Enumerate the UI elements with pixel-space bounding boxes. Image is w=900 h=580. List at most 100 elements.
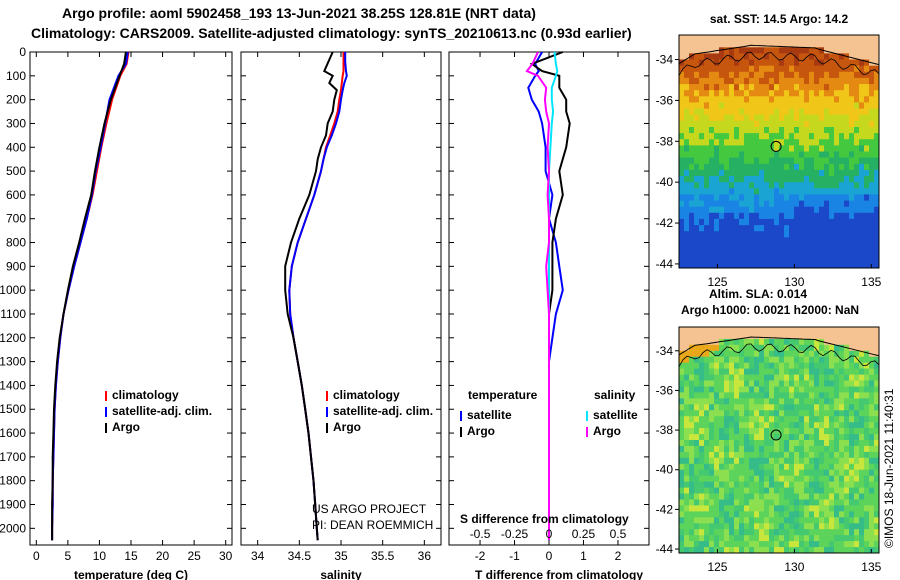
sst_map-cell bbox=[719, 47, 725, 54]
sst_map-cell bbox=[794, 35, 800, 42]
sst_map-cell bbox=[774, 255, 780, 263]
sla_map-cell bbox=[694, 332, 700, 340]
sst_map-cell bbox=[839, 102, 845, 109]
sla_map-cell bbox=[699, 547, 705, 554]
figure-title-line2: Climatology: CARS2009. Satellite-adjuste… bbox=[31, 25, 632, 41]
sst_map-cell bbox=[784, 35, 790, 42]
sst_map-cell bbox=[774, 225, 780, 232]
sst_map-cell bbox=[704, 65, 710, 73]
difference-legend-label: satellite bbox=[593, 408, 638, 422]
sst_map-cell bbox=[844, 108, 850, 116]
sst_map-cell bbox=[689, 261, 695, 269]
sst_map-cell bbox=[779, 41, 785, 48]
sst_map-cell bbox=[699, 243, 705, 251]
sst_map-cell bbox=[869, 133, 875, 140]
sla_map-cell bbox=[714, 422, 720, 429]
sst_map-cell bbox=[719, 212, 725, 220]
sst_map-cell bbox=[849, 194, 855, 201]
sst_map-cell bbox=[829, 47, 835, 54]
sst_map-cell bbox=[679, 77, 685, 85]
sla_map-cell bbox=[704, 380, 710, 387]
sst_map-cell bbox=[809, 47, 815, 54]
sla_map-cell bbox=[814, 416, 820, 423]
sst_map-cell bbox=[769, 182, 775, 189]
sst_map-cell bbox=[859, 102, 865, 109]
sst_map-cell bbox=[769, 84, 775, 91]
sst_map-cell bbox=[694, 206, 700, 214]
sla_map-cell bbox=[769, 499, 775, 506]
sst_map-cell bbox=[784, 47, 790, 54]
sla_map-cell bbox=[814, 338, 820, 346]
sst_map-cell bbox=[739, 59, 745, 67]
sla_map-cell bbox=[679, 511, 685, 518]
sla_map-cell bbox=[824, 428, 830, 435]
sla_map-cell bbox=[709, 422, 715, 429]
sla_map-cell bbox=[714, 362, 720, 370]
sla_map-cell bbox=[679, 481, 685, 488]
sst_map-cell bbox=[724, 212, 730, 220]
sla_map-cell bbox=[814, 410, 820, 417]
sst_map-cell bbox=[709, 35, 715, 42]
sst_map-cell bbox=[794, 47, 800, 54]
sst_map-cell bbox=[759, 163, 765, 171]
sla_map-cell bbox=[794, 327, 800, 334]
sla_map-cell bbox=[744, 505, 750, 512]
salinity-xtick-label: 35 bbox=[334, 549, 348, 563]
sst_map-cell bbox=[799, 114, 805, 122]
sst_map-cell bbox=[789, 182, 795, 189]
sst_map-cell bbox=[749, 188, 755, 195]
sst_map-cell bbox=[694, 218, 700, 226]
temperature-axes-frame bbox=[29, 51, 233, 546]
sla_map-cell bbox=[719, 457, 725, 465]
sla_map-cell bbox=[749, 398, 755, 405]
sst_map-cell bbox=[809, 77, 815, 85]
sla_map-cell bbox=[679, 362, 685, 370]
sla_map-cell bbox=[839, 451, 845, 459]
sla_map-cell bbox=[774, 404, 780, 411]
sla_map-cell bbox=[839, 463, 845, 471]
sst_map-cell bbox=[699, 35, 705, 42]
sla_map-cell bbox=[874, 499, 880, 506]
sst_map-cell bbox=[784, 108, 790, 116]
sst_map-cell bbox=[824, 65, 830, 73]
sst_map-cell bbox=[814, 194, 820, 201]
sla_map-cell bbox=[844, 327, 850, 334]
sla_map-cell bbox=[719, 434, 725, 441]
sst_map-cell bbox=[779, 127, 785, 134]
sla_map-cell bbox=[779, 463, 785, 471]
sla-map-title-line1: Altim. SLA: 0.014 bbox=[709, 287, 807, 301]
sst_map-cell bbox=[719, 200, 725, 208]
sla_map-cell bbox=[679, 469, 685, 477]
sst_map-cell bbox=[754, 169, 760, 177]
sst_map-cell bbox=[704, 151, 710, 159]
sla_map-cell bbox=[849, 511, 855, 518]
sla_map-cell bbox=[739, 481, 745, 488]
sla_map-cell bbox=[834, 344, 840, 352]
sla_map-cell bbox=[854, 368, 860, 375]
sst_map-cell bbox=[864, 255, 870, 263]
sst_map-cell bbox=[869, 182, 875, 189]
sla_map-cell bbox=[729, 327, 735, 334]
sst_map-cell bbox=[714, 231, 720, 238]
sst_map-cell bbox=[699, 108, 705, 116]
sst_map-cell bbox=[784, 218, 790, 226]
sst_map-cell bbox=[764, 218, 770, 226]
sst_map-cell bbox=[679, 53, 685, 60]
sla_map-cell bbox=[689, 374, 695, 381]
sla_map-cell bbox=[839, 487, 845, 494]
depth-tick-label: 300 bbox=[6, 116, 26, 130]
sla_map-cell bbox=[839, 422, 845, 429]
sst_map-cell bbox=[809, 243, 815, 251]
sla_map-cell bbox=[739, 529, 745, 536]
sst_map-cell bbox=[834, 145, 840, 152]
sla_map-cell bbox=[709, 428, 715, 435]
sla_map-cell bbox=[824, 493, 830, 500]
sst_map-cell bbox=[844, 90, 850, 97]
sla_map-cell bbox=[809, 392, 815, 399]
sla_map-cell bbox=[699, 362, 705, 370]
sla_map-cell bbox=[794, 380, 800, 387]
sla_map-cell bbox=[794, 457, 800, 465]
sst_map-cell bbox=[679, 225, 685, 232]
sla_map-cell bbox=[839, 380, 845, 387]
sst_map-cell bbox=[819, 59, 825, 67]
